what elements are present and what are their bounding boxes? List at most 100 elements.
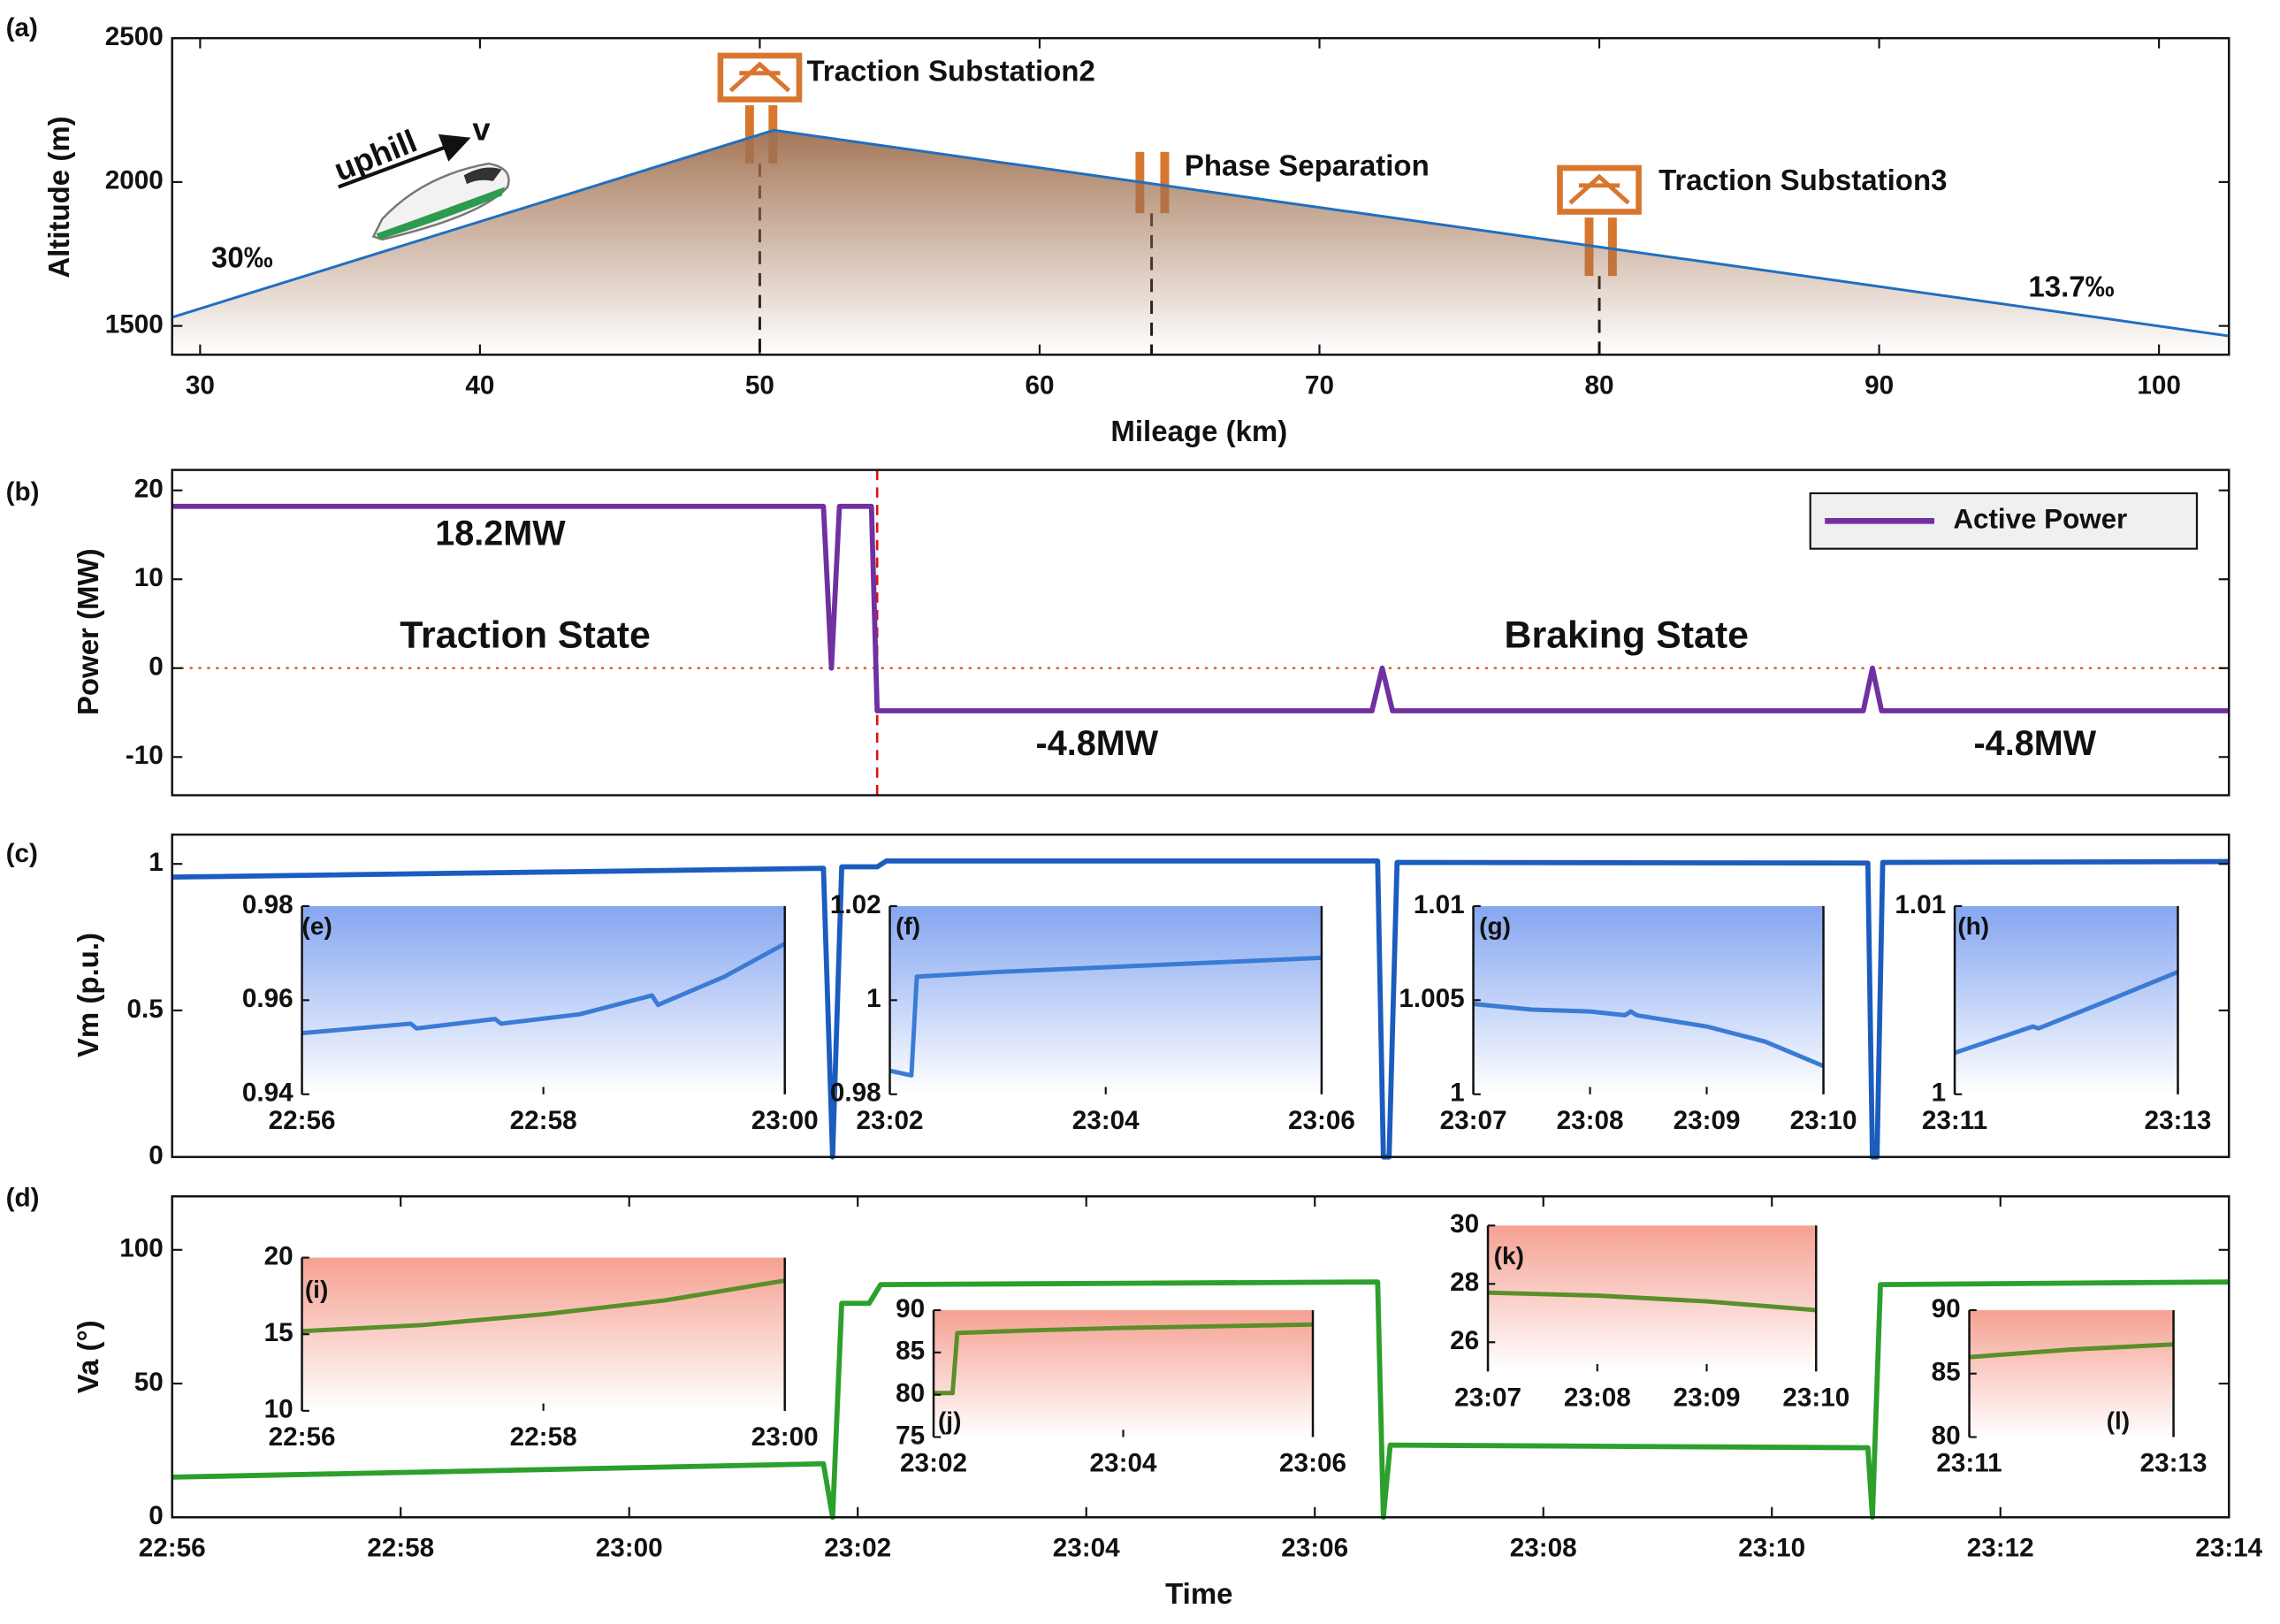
y-tick-label: 28: [1450, 1268, 1479, 1297]
x-tick-label: 23:10: [1782, 1383, 1849, 1412]
x-tick-label: 23:13: [2140, 1449, 2208, 1478]
data-line: [1473, 1002, 1825, 1069]
x-tick-label: 23:06: [1288, 1106, 1355, 1135]
annotation: -4.8MW: [1974, 724, 2097, 763]
plot-frame: [171, 469, 2230, 797]
y-tick-label: 1: [1932, 1079, 1947, 1108]
annotation: 18.2MW: [435, 514, 566, 553]
y-tick-label: 20: [264, 1241, 294, 1270]
x-tick-label: 23:00: [596, 1533, 663, 1562]
substation-icon: [1557, 164, 1642, 215]
y-tick-label: 80: [896, 1379, 925, 1408]
inset-background: [301, 1257, 785, 1411]
x-tick-label: 22:56: [269, 1422, 336, 1452]
y-tick-label: 1: [1450, 1079, 1465, 1108]
y-tick-label: 0.98: [242, 890, 294, 919]
y-tick-label: 1: [866, 984, 881, 1013]
annotation: -4.8MW: [1036, 724, 1159, 763]
y-tick-label: 30: [1450, 1209, 1479, 1239]
x-tick-label: 22:58: [510, 1106, 577, 1135]
annotation: 30‰: [211, 241, 273, 274]
y-tick-label: 90: [896, 1294, 925, 1323]
terrain-fill: [172, 130, 2230, 355]
y-tick-label: 15: [264, 1318, 294, 1347]
x-tick-label: 23:02: [857, 1106, 924, 1135]
annotation: Traction State: [400, 614, 651, 657]
plot-frame: [171, 833, 2230, 1158]
direction-arrow: [338, 133, 471, 189]
y-tick-label: 0: [149, 652, 164, 682]
annotation: uphill: [329, 123, 422, 188]
x-axis-label: Mileage (km): [1110, 415, 1287, 447]
separation-icon: [1160, 151, 1170, 214]
y-tick-label: 20: [134, 475, 164, 504]
y-tick-label: 2500: [105, 22, 164, 51]
train-window: [463, 167, 502, 185]
x-tick-label: 23:10: [1790, 1106, 1857, 1135]
x-tick-label: 23:08: [1557, 1106, 1624, 1135]
panel-label: (h): [1957, 912, 1989, 940]
annotation: 13.7‰: [2028, 271, 2114, 303]
x-tick-label: 23:08: [1564, 1383, 1631, 1412]
x-tick-label: 23:02: [824, 1533, 891, 1562]
x-tick-label: 22:56: [269, 1106, 336, 1135]
x-tick-label: 23:04: [1090, 1449, 1157, 1478]
x-tick-label: 100: [2137, 370, 2181, 400]
train-icon: [371, 162, 510, 241]
x-tick-label: 23:06: [1281, 1533, 1348, 1562]
x-tick-label: 23:14: [2195, 1533, 2262, 1562]
substation-icon: [744, 105, 754, 164]
y-tick-label: 10: [264, 1395, 294, 1424]
y-tick-label: 1: [149, 848, 164, 877]
x-tick-label: 90: [1864, 370, 1894, 400]
y-tick-label: 85: [896, 1337, 925, 1366]
y-tick-label: 75: [896, 1421, 925, 1450]
x-tick-label: 80: [1585, 370, 1614, 400]
y-tick-label: 10: [134, 563, 164, 592]
panel-label: (l): [2107, 1407, 2130, 1434]
x-tick-label: 23:00: [751, 1106, 819, 1135]
x-tick-label: 23:13: [2145, 1106, 2212, 1135]
y-tick-label: 1.02: [830, 890, 881, 919]
y-tick-label: 1.005: [1399, 984, 1464, 1013]
annotation: Traction Substation3: [1659, 164, 1947, 196]
annotation: Braking State: [1505, 614, 1750, 657]
y-tick-label: 100: [119, 1234, 164, 1263]
y-tick-label: 0.94: [242, 1079, 294, 1108]
y-tick-label: -10: [126, 741, 164, 770]
substation-icon: [728, 61, 791, 93]
inset-background: [301, 905, 785, 1094]
y-tick-label: 1500: [105, 310, 164, 339]
substation-icon: [1607, 217, 1617, 277]
y-tick-label: 0.96: [242, 984, 294, 1013]
y-tick-label: 80: [1932, 1421, 1961, 1450]
panel-label: (b): [6, 477, 40, 507]
panel-label: (j): [938, 1407, 961, 1434]
x-tick-label: 22:58: [367, 1533, 434, 1562]
inset-background: [1969, 1309, 2174, 1437]
panel-label: (a): [6, 13, 38, 42]
panel-label: (e): [302, 912, 332, 940]
data-line: [934, 1322, 1314, 1396]
y-tick-label: 90: [1932, 1294, 1961, 1323]
panel-label: (i): [305, 1276, 328, 1303]
x-tick-label: 50: [745, 370, 774, 400]
x-tick-label: 23:06: [1279, 1449, 1346, 1478]
y-tick-label: 0.5: [127, 995, 164, 1024]
x-tick-label: 22:56: [139, 1533, 206, 1562]
y-tick-label: 1.01: [1895, 890, 1946, 919]
x-tick-label: 22:58: [510, 1422, 577, 1452]
y-tick-label: 2000: [105, 166, 164, 195]
y-tick-label: 26: [1450, 1326, 1479, 1355]
data-line: [888, 955, 1323, 1078]
substation-icon: [717, 52, 803, 103]
x-tick-label: 70: [1305, 370, 1334, 400]
panel-label: (k): [1494, 1242, 1524, 1269]
train-stripe: [376, 187, 505, 240]
y-axis-label: Va (°): [72, 1320, 104, 1393]
y-tick-label: 0: [149, 1141, 164, 1170]
x-tick-label: 23:10: [1738, 1533, 1805, 1562]
x-tick-label: 23:09: [1674, 1383, 1741, 1412]
